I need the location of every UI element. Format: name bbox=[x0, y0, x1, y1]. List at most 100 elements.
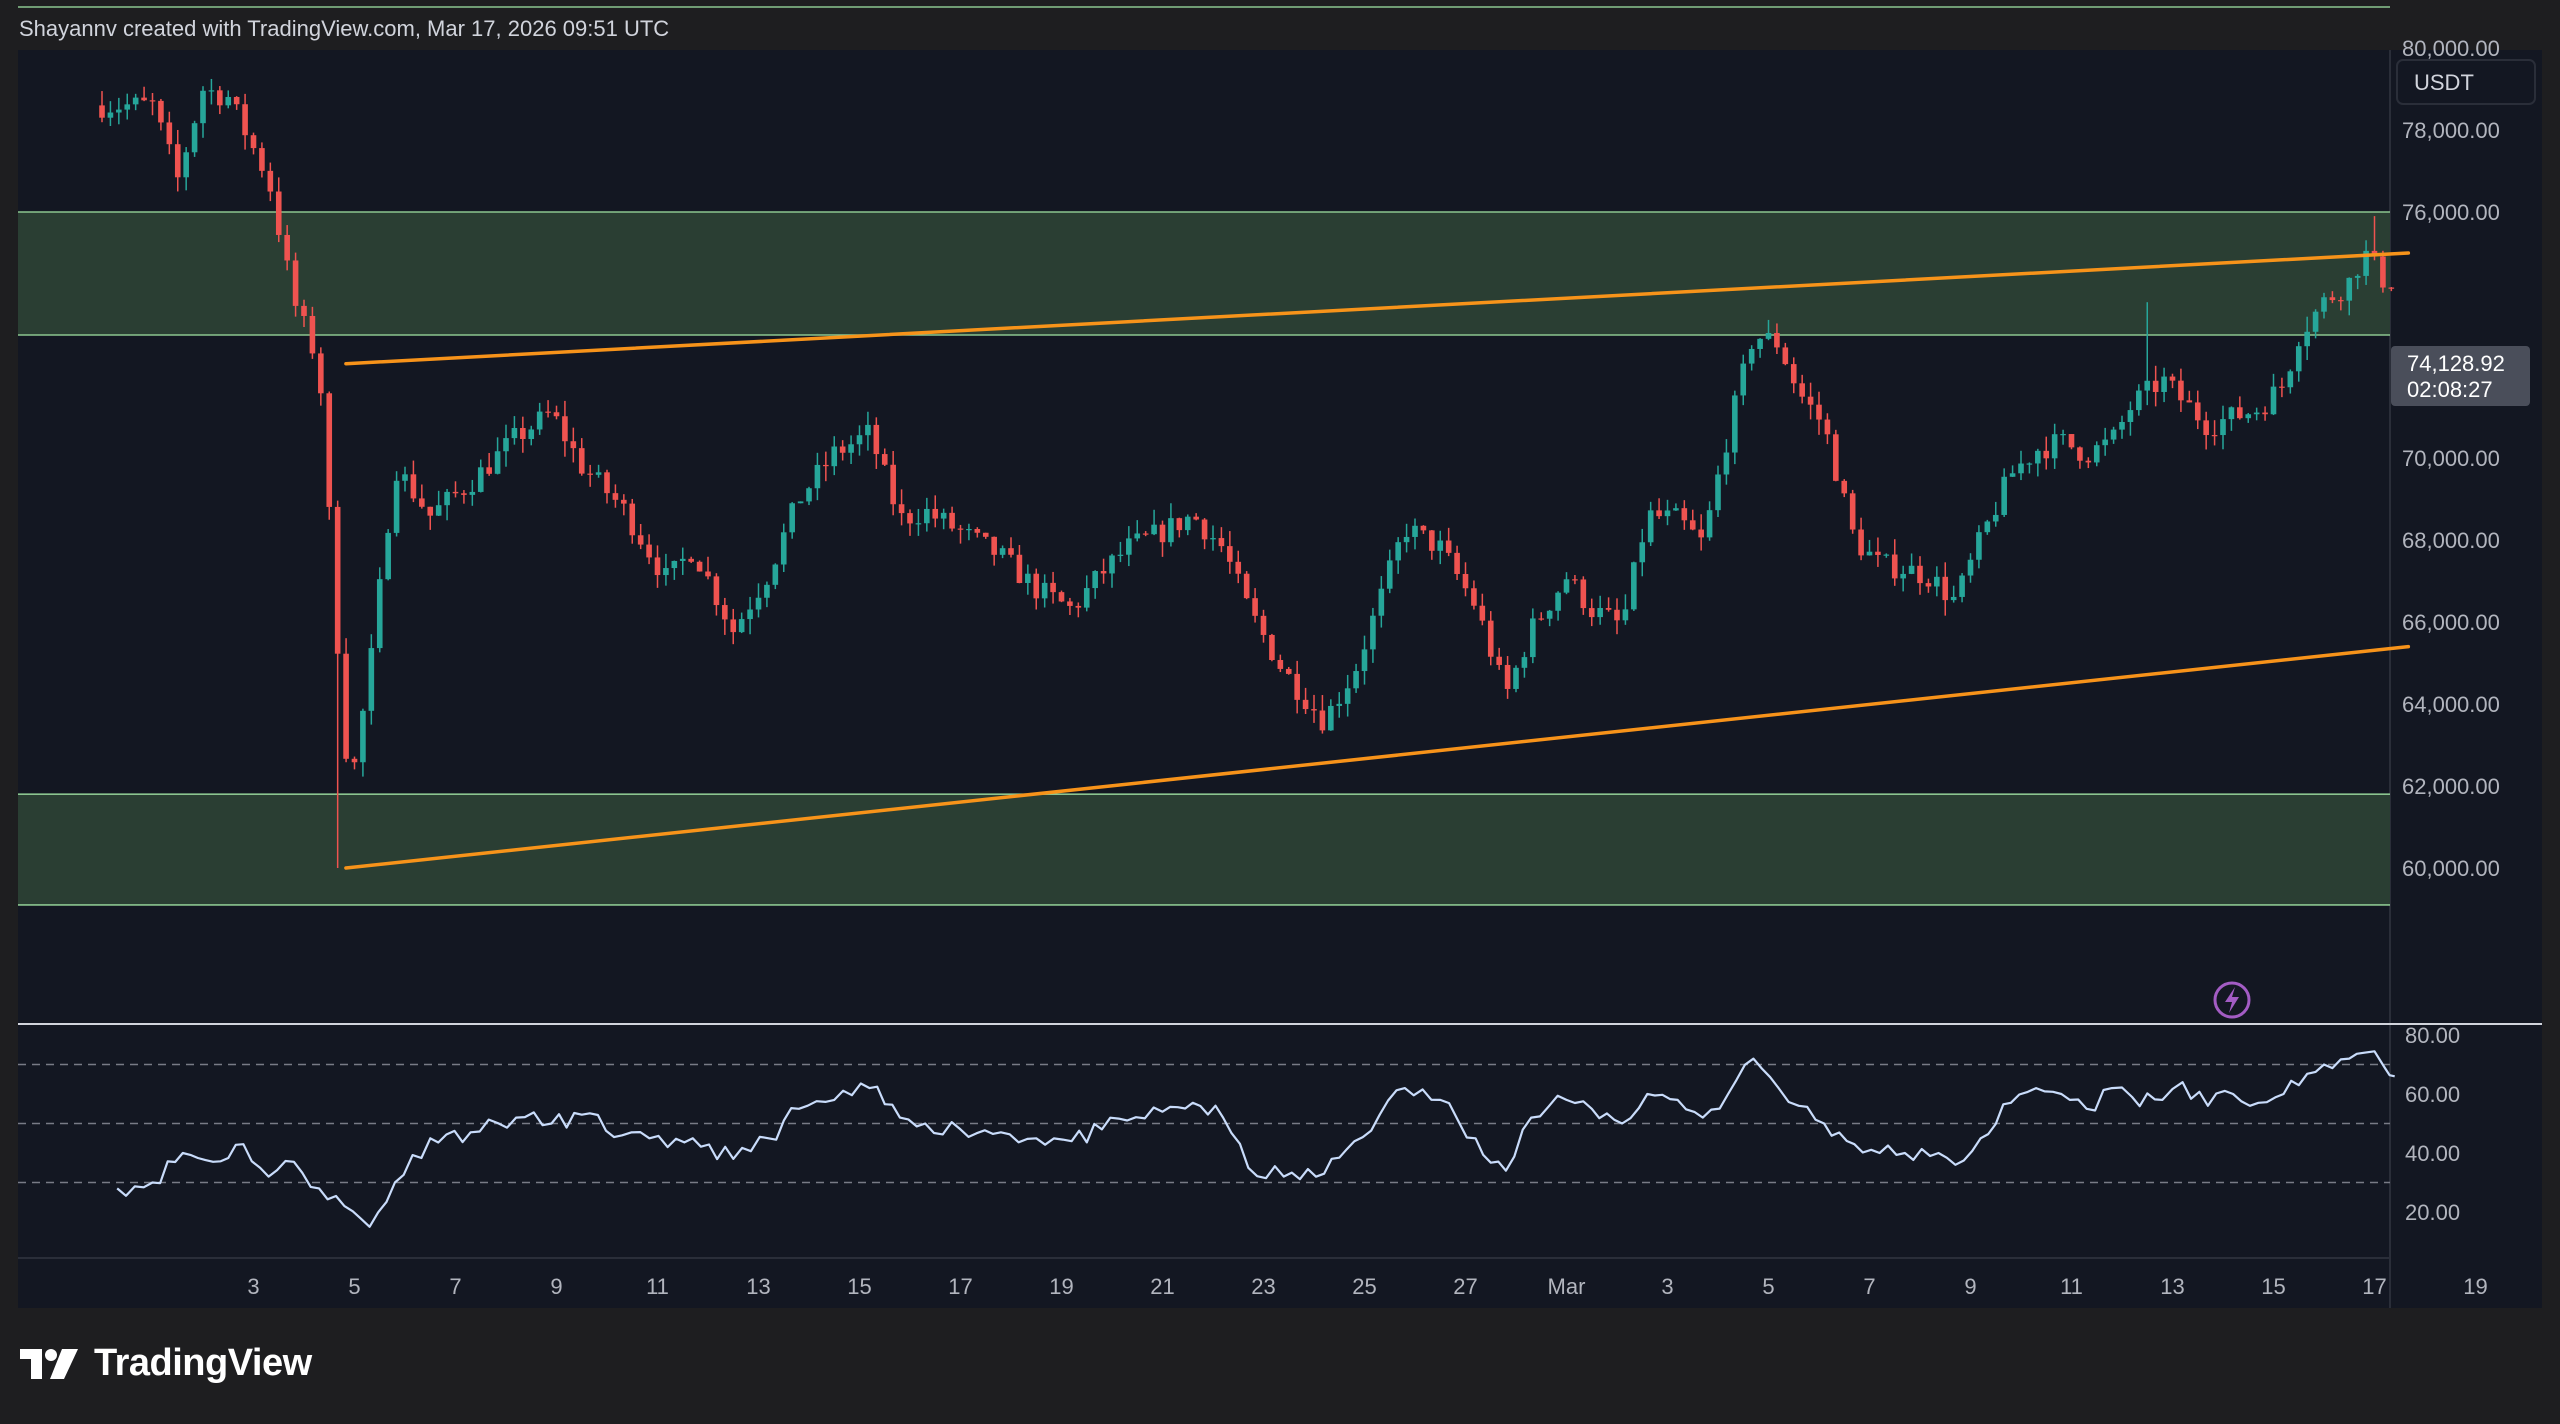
candle bbox=[309, 306, 316, 359]
candle bbox=[907, 509, 913, 536]
candle bbox=[461, 490, 467, 504]
candle bbox=[2178, 368, 2184, 412]
candle bbox=[1883, 553, 1890, 558]
candle bbox=[1908, 553, 1915, 575]
axis-background bbox=[2390, 50, 2542, 1308]
candle bbox=[940, 508, 947, 530]
candle bbox=[1050, 571, 1056, 604]
candle bbox=[2270, 373, 2277, 416]
candle bbox=[334, 500, 341, 868]
candle bbox=[2026, 462, 2033, 474]
candle bbox=[1807, 382, 1814, 420]
candle bbox=[116, 97, 122, 125]
time-tick-label: 13 bbox=[746, 1274, 770, 1299]
candle bbox=[528, 425, 535, 446]
candle bbox=[1184, 514, 1191, 536]
trendline-wedge-lower[interactable] bbox=[344, 644, 2411, 870]
candle bbox=[1942, 562, 1949, 616]
price-tick-label: 80,000.00 bbox=[2402, 36, 2500, 61]
tradingview-logo bbox=[20, 1348, 78, 1379]
candle bbox=[1790, 357, 1797, 394]
candle bbox=[688, 556, 694, 564]
candle bbox=[1765, 319, 1772, 341]
lightning-alert-icon[interactable] bbox=[2213, 981, 2251, 1019]
time-axis[interactable]: 3 5 7 9 11 13 15 17 19 21 23 25 27 Mar 3 5 7 9 11 13 15 17 19 bbox=[247, 1274, 2487, 1299]
candle bbox=[1218, 527, 1225, 553]
candle bbox=[469, 479, 476, 506]
candle bbox=[124, 93, 131, 120]
candle bbox=[1142, 531, 1149, 537]
candle bbox=[1849, 489, 1856, 534]
candle bbox=[132, 93, 139, 111]
candle bbox=[2009, 465, 2016, 477]
candle bbox=[225, 90, 232, 109]
candle bbox=[1824, 413, 1831, 445]
candle bbox=[1580, 576, 1587, 615]
candle bbox=[1976, 525, 1982, 569]
candle bbox=[1117, 541, 1124, 563]
currency-badge[interactable]: USDT bbox=[2396, 59, 2536, 105]
candle bbox=[2186, 390, 2193, 403]
brand-name: TradingView bbox=[94, 1342, 312, 1384]
candle bbox=[1891, 539, 1898, 586]
candle bbox=[1033, 568, 1040, 610]
candle bbox=[831, 436, 838, 476]
candle bbox=[1698, 514, 1704, 551]
candle bbox=[1647, 501, 1654, 546]
candle bbox=[435, 490, 442, 516]
branding[interactable]: TradingView bbox=[20, 1342, 312, 1385]
candle bbox=[2220, 405, 2226, 450]
candle bbox=[974, 527, 981, 538]
candle bbox=[1445, 527, 1452, 557]
candle bbox=[1008, 537, 1014, 558]
candle bbox=[2279, 377, 2285, 398]
rsi-tick-label: 80.00 bbox=[2405, 1023, 2460, 1048]
price-tick-label: 64,000.00 bbox=[2402, 692, 2500, 717]
candle bbox=[780, 523, 787, 572]
candle bbox=[2043, 436, 2050, 470]
candle bbox=[1109, 553, 1115, 588]
trendline-wedge-upper[interactable] bbox=[344, 251, 2411, 366]
candle bbox=[545, 400, 551, 418]
candle bbox=[1715, 465, 1721, 518]
candle bbox=[1201, 518, 1208, 550]
candle bbox=[2363, 240, 2369, 285]
candle bbox=[839, 440, 846, 461]
candle bbox=[587, 464, 593, 487]
candle bbox=[2237, 396, 2243, 420]
candle bbox=[2211, 420, 2218, 446]
candle bbox=[553, 405, 560, 420]
candle bbox=[637, 523, 644, 550]
candle bbox=[2287, 369, 2294, 394]
candle bbox=[1950, 585, 1957, 603]
candle bbox=[612, 484, 619, 508]
candle bbox=[982, 532, 989, 539]
candle bbox=[149, 92, 156, 116]
time-tick-label: 17 bbox=[948, 1274, 972, 1299]
candle bbox=[410, 460, 417, 503]
rsi-axis[interactable]: 80.00 60.00 40.00 20.00 bbox=[2405, 1023, 2460, 1225]
time-tick-label: 11 bbox=[646, 1274, 669, 1299]
candle bbox=[1041, 574, 1048, 608]
time-tick-label: 13 bbox=[2160, 1274, 2184, 1299]
candle bbox=[1487, 611, 1494, 666]
candle bbox=[1193, 513, 1199, 521]
candle bbox=[1504, 656, 1511, 699]
time-tick-label: 7 bbox=[449, 1274, 461, 1299]
candle bbox=[806, 486, 812, 506]
chart-header-text: Shayannv created with TradingView.com, M… bbox=[19, 16, 670, 41]
candle bbox=[1210, 525, 1216, 551]
candle bbox=[536, 402, 543, 435]
candle bbox=[646, 534, 652, 565]
candle bbox=[486, 452, 492, 476]
candle bbox=[2152, 365, 2159, 407]
price-tick-label: 66,000.00 bbox=[2402, 610, 2500, 635]
candle bbox=[2035, 448, 2041, 477]
time-tick-label: 11 bbox=[2060, 1274, 2083, 1299]
candle bbox=[200, 86, 206, 138]
time-tick-label: 15 bbox=[2261, 1274, 2285, 1299]
candle bbox=[1875, 537, 1881, 567]
candle bbox=[1799, 374, 1805, 404]
candle bbox=[427, 506, 434, 530]
